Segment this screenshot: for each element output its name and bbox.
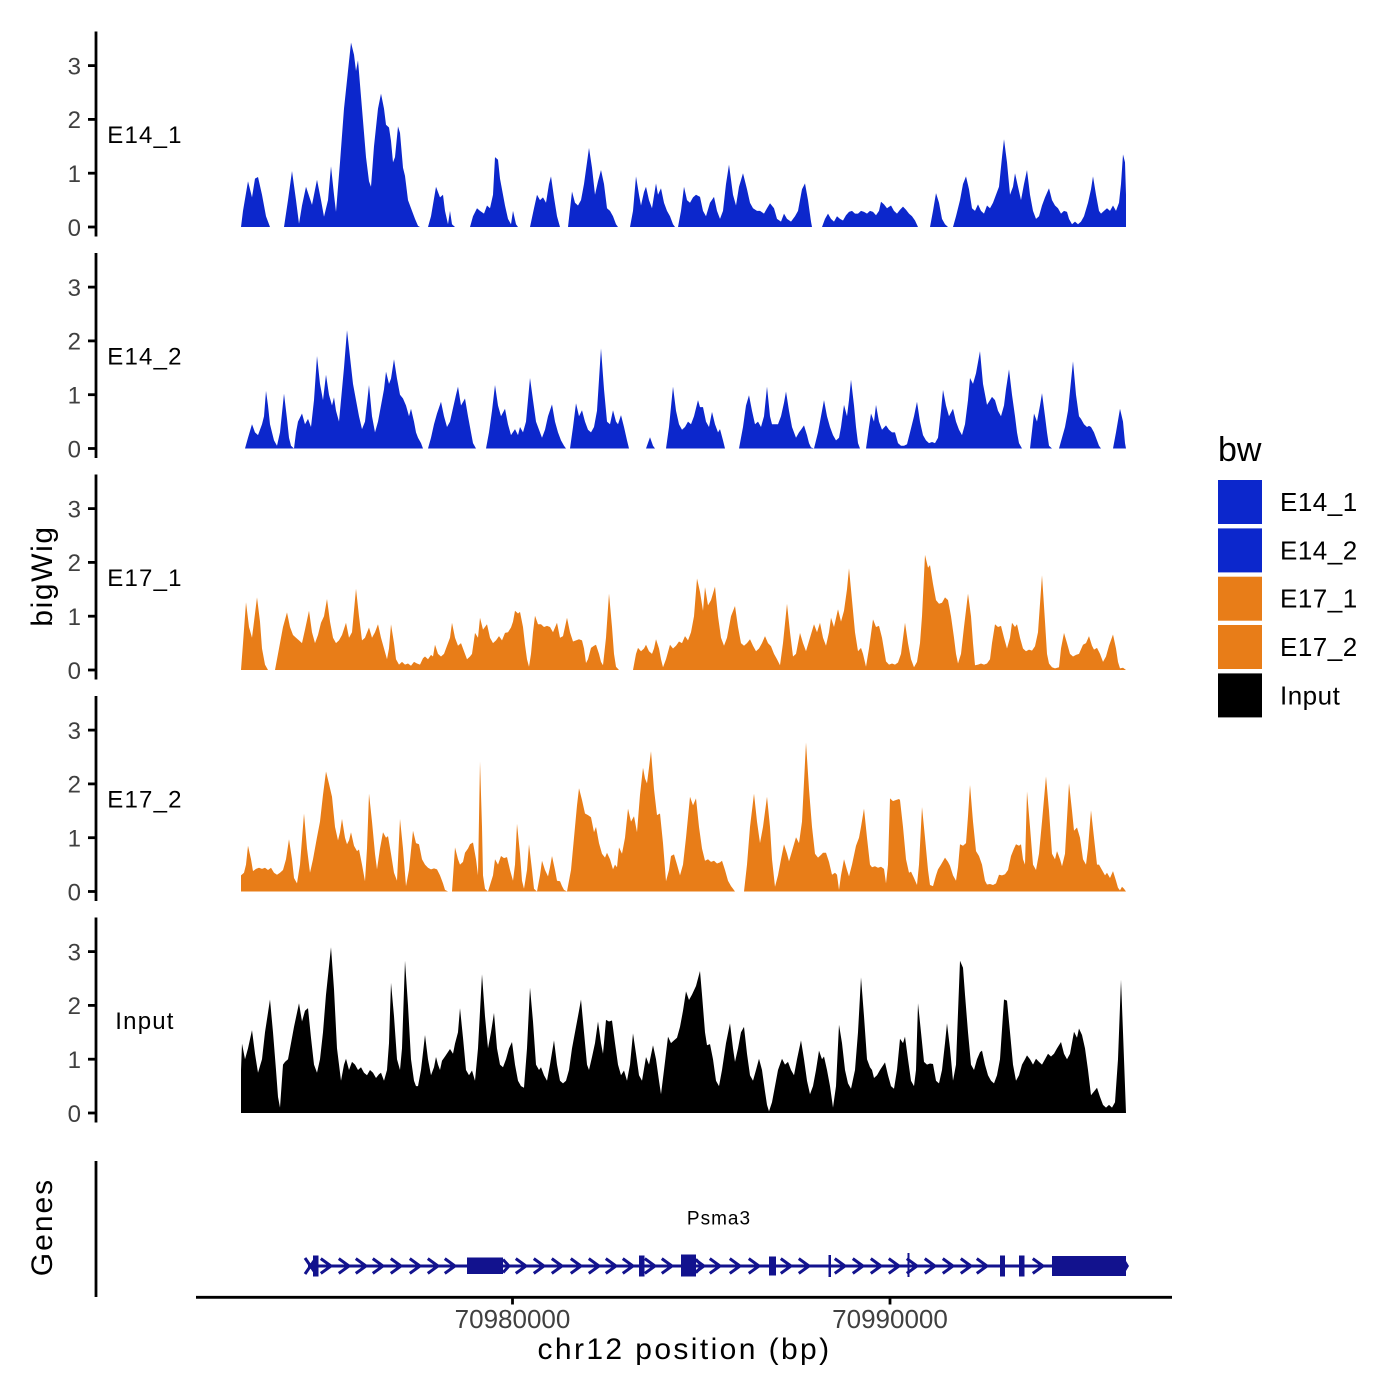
svg-text:Genes: Genes	[26, 1178, 59, 1276]
svg-text:1: 1	[68, 161, 81, 188]
svg-text:Psma3: Psma3	[687, 1209, 751, 1230]
svg-text:0: 0	[68, 436, 81, 463]
svg-text:2: 2	[68, 772, 81, 799]
svg-text:bw: bw	[1218, 431, 1262, 469]
svg-text:1: 1	[68, 383, 81, 410]
svg-text:E17_2: E17_2	[107, 787, 182, 814]
svg-text:E17_2: E17_2	[1280, 632, 1358, 662]
svg-text:Input: Input	[1280, 680, 1341, 710]
svg-text:3: 3	[68, 939, 81, 966]
svg-text:E14_2: E14_2	[1280, 535, 1358, 565]
svg-text:3: 3	[68, 53, 81, 80]
svg-text:70980000: 70980000	[455, 1304, 571, 1334]
svg-text:bigWig: bigWig	[26, 525, 59, 626]
svg-text:E14_2: E14_2	[107, 344, 182, 371]
svg-text:E14_1: E14_1	[1280, 487, 1358, 517]
svg-text:E17_1: E17_1	[107, 565, 182, 592]
svg-text:0: 0	[68, 879, 81, 906]
svg-text:1: 1	[68, 604, 81, 631]
svg-text:0: 0	[68, 658, 81, 685]
svg-text:Input: Input	[115, 1008, 174, 1035]
svg-text:chr12 position (bp): chr12 position (bp)	[537, 1333, 831, 1366]
svg-text:70990000: 70990000	[832, 1304, 948, 1334]
svg-text:1: 1	[68, 1047, 81, 1074]
svg-text:2: 2	[68, 329, 81, 356]
svg-text:2: 2	[68, 107, 81, 134]
svg-text:3: 3	[68, 718, 81, 745]
svg-text:3: 3	[68, 275, 81, 302]
svg-text:0: 0	[68, 215, 81, 242]
svg-text:1: 1	[68, 826, 81, 853]
svg-text:2: 2	[68, 993, 81, 1020]
svg-text:3: 3	[68, 496, 81, 523]
svg-text:0: 0	[68, 1101, 81, 1128]
svg-text:2: 2	[68, 550, 81, 577]
svg-text:E17_1: E17_1	[1280, 584, 1358, 614]
svg-text:E14_1: E14_1	[107, 122, 182, 149]
